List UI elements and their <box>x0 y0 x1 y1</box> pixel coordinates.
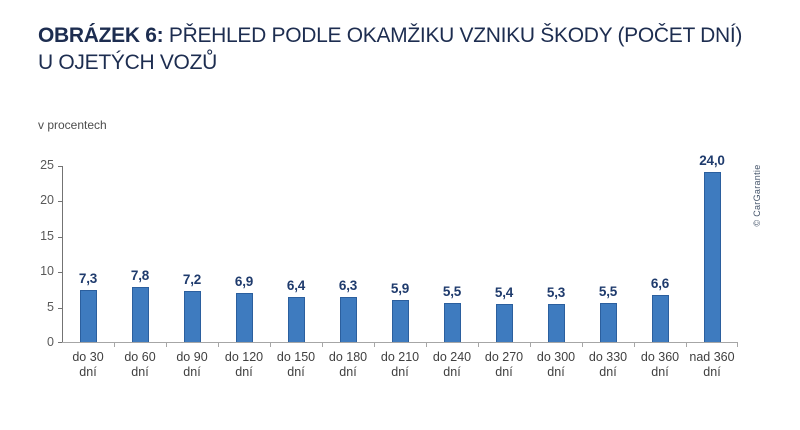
y-axis-tick-label: 25 <box>40 158 54 172</box>
x-axis-category-label: do 330 dní <box>588 350 628 379</box>
bar <box>391 300 409 342</box>
x-axis-tick <box>270 343 271 347</box>
y-axis-tick-label: 15 <box>40 228 54 243</box>
bar-value-label: 7,2 <box>182 272 202 287</box>
x-axis-category-label: do 270 dní <box>484 350 524 379</box>
copyright-credit: © CarGarantie <box>752 164 762 227</box>
bar <box>183 291 201 342</box>
bar-value-label: 5,5 <box>442 284 462 299</box>
x-axis-tick <box>634 343 635 347</box>
x-axis-category-label: do 360 dní <box>640 350 680 379</box>
x-axis-tick <box>166 343 167 347</box>
figure-title-line-2: U OJETÝCH VOZŮ <box>38 51 217 74</box>
bar-value-label: 5,5 <box>598 284 618 299</box>
y-axis-tick <box>58 307 62 309</box>
plot-area: 0 5 10 15 20 25 7,3 do 30 dní 7,8 do 60 dní 7,2 do 90… <box>40 153 738 379</box>
bar <box>287 297 305 342</box>
bar-value-label: 6,6 <box>650 276 670 291</box>
x-axis-category-label: do 150 dní <box>276 350 316 379</box>
bar <box>443 303 461 342</box>
y-axis-tick-label: 0 <box>47 335 54 349</box>
x-axis-category-label: do 120 dní <box>224 350 264 379</box>
x-axis-tick <box>426 343 427 347</box>
x-axis-category-label: do 240 dní <box>432 350 472 379</box>
x-axis-tick <box>374 343 375 347</box>
bar-value-label: 7,8 <box>130 268 150 283</box>
x-axis-category-label: do 60 dní <box>124 350 156 379</box>
x-axis-tick <box>114 343 115 347</box>
x-axis-tick <box>582 343 583 347</box>
x-axis-category-label: do 90 dní <box>176 350 208 379</box>
x-axis-category-label: do 300 dní <box>536 350 576 379</box>
y-axis-tick <box>58 342 62 343</box>
bar-value-label: 5,9 <box>390 281 410 296</box>
y-axis-tick <box>58 272 62 274</box>
figure-title: OBRÁZEK 6: PŘEHLED PODLE OKAMŽIKU VZNIKU… <box>38 22 742 76</box>
bar-value-label: 6,9 <box>234 274 254 289</box>
y-axis-tick <box>58 166 62 167</box>
x-axis-tick <box>322 343 323 347</box>
bar <box>495 304 513 342</box>
figure-title-text: PŘEHLED PODLE OKAMŽIKU VZNIKU ŠKODY (POČ… <box>163 24 743 47</box>
x-axis-tick <box>686 343 687 347</box>
x-axis-category-label: do 180 dní <box>328 350 368 379</box>
figure-title-line-1: OBRÁZEK 6: PŘEHLED PODLE OKAMŽIKU VZNIKU… <box>38 22 742 49</box>
bar <box>547 304 565 342</box>
x-axis-tick <box>530 343 531 347</box>
bar-value-label: 7,3 <box>78 271 98 286</box>
bar-value-label: 6,3 <box>338 278 358 293</box>
x-axis-line <box>62 342 738 343</box>
x-axis-category-label: nad 360 dní <box>689 350 735 379</box>
bar <box>339 297 357 342</box>
y-axis-unit-label: v procentech <box>38 118 107 132</box>
bar <box>599 303 617 342</box>
y-axis-tick <box>58 236 62 238</box>
x-axis-category-label: do 210 dní <box>380 350 420 379</box>
bar <box>131 287 149 342</box>
y-axis-tick-label: 20 <box>40 193 54 208</box>
x-axis-tick <box>478 343 479 347</box>
y-axis-tick <box>58 201 62 203</box>
x-axis-tick <box>737 343 738 347</box>
bar-value-label: 6,4 <box>286 278 306 293</box>
bar <box>235 293 253 342</box>
y-axis-line <box>62 166 63 343</box>
x-axis-category-label: do 30 dní <box>72 350 104 379</box>
x-axis-tick <box>218 343 219 347</box>
bar-value-label: 5,4 <box>494 285 514 300</box>
bar <box>79 290 97 342</box>
figure-number-label: OBRÁZEK 6: <box>38 24 164 47</box>
bar-value-label: 5,3 <box>546 285 566 300</box>
y-axis-tick-label: 5 <box>47 299 54 314</box>
bar-value-label: 24,0 <box>699 153 725 168</box>
bar <box>651 295 669 342</box>
bar <box>703 172 721 342</box>
y-axis-tick-label: 10 <box>40 264 54 279</box>
